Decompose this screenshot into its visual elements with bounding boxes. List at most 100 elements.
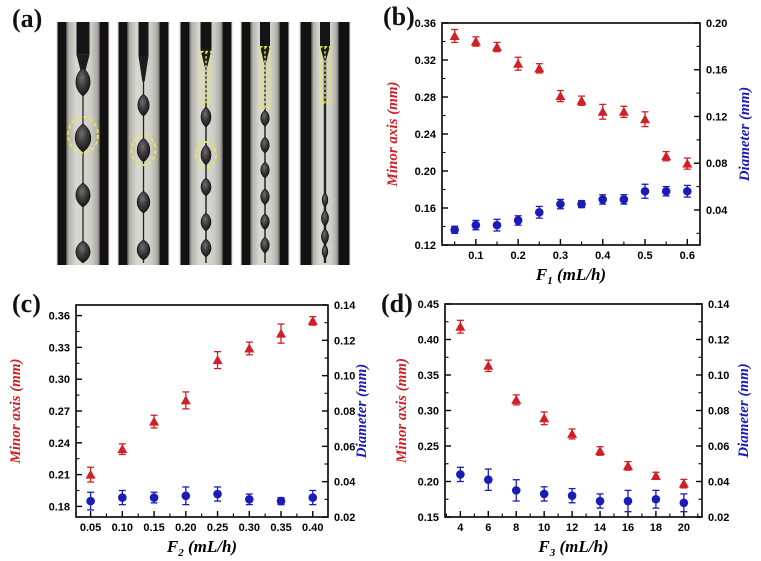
svg-text:0.12: 0.12 <box>706 111 727 123</box>
microscopy-strip-5 <box>299 22 351 265</box>
chart-b: 0.1 0.2 0.3 0.4 0.5 0.6 0.12 0.16 0.20 0.24 0.28 0.… <box>380 0 761 288</box>
chart-b-plot: 0.1 0.2 0.3 0.4 0.5 0.6 0.12 0.16 0.20 0.24 0.28 0.… <box>385 18 753 287</box>
series-diameter <box>450 183 692 235</box>
injection-nozzle <box>138 22 149 82</box>
svg-text:0.10: 0.10 <box>112 522 133 534</box>
svg-text:0.05: 0.05 <box>80 522 101 534</box>
svg-text:20: 20 <box>678 522 690 534</box>
chart-c-plot: 0.05 0.10 0.15 0.20 0.25 0.30 0.35 0.40 0.18 0.21… <box>8 300 370 559</box>
jet-measure-annotation <box>319 45 331 104</box>
x-axis-title: F3 (mL/h) <box>537 537 608 559</box>
svg-text:0.12: 0.12 <box>708 335 729 347</box>
microscopy-panel <box>0 0 380 288</box>
panel-c-label: (c) <box>12 289 41 318</box>
panel-b-label: (b) <box>383 2 415 31</box>
svg-text:18: 18 <box>650 522 662 534</box>
svg-text:0.20: 0.20 <box>418 477 439 489</box>
droplets <box>200 106 212 258</box>
svg-text:8: 8 <box>513 522 519 534</box>
series-minor-axis <box>455 319 689 489</box>
chart-c: 0.05 0.10 0.15 0.20 0.25 0.30 0.35 0.40 0.18 0.21… <box>0 288 380 561</box>
svg-text:0.14: 0.14 <box>708 299 730 311</box>
svg-text:0.45: 0.45 <box>418 299 439 311</box>
microscopy-strip-3 <box>179 22 233 265</box>
svg-text:0.4: 0.4 <box>595 250 611 262</box>
svg-text:0.36: 0.36 <box>415 18 436 30</box>
svg-text:4: 4 <box>457 522 464 534</box>
left-axis-title: Minor axis (mm) <box>394 358 410 464</box>
jet-measure-annotation <box>259 45 271 110</box>
svg-text:10: 10 <box>538 522 550 534</box>
droplets <box>136 93 151 261</box>
svg-text:0.24: 0.24 <box>415 129 437 141</box>
svg-text:0.25: 0.25 <box>207 522 228 534</box>
right-axis-title: Diameter (mm) <box>354 364 370 460</box>
left-axis-title: Minor axis (mm) <box>385 81 401 187</box>
series-diameter <box>86 486 318 511</box>
svg-text:0.15: 0.15 <box>418 512 439 524</box>
capillary-walls <box>180 22 232 265</box>
capillary-walls <box>241 22 289 265</box>
svg-text:0.40: 0.40 <box>418 335 439 347</box>
svg-text:0.32: 0.32 <box>415 55 436 67</box>
svg-text:0.20: 0.20 <box>415 166 436 178</box>
right-axis-title: Diameter (mm) <box>737 87 753 183</box>
microscopy-strip-4 <box>240 22 290 265</box>
svg-text:12: 12 <box>566 522 578 534</box>
svg-text:0.08: 0.08 <box>708 406 729 418</box>
svg-text:0.30: 0.30 <box>239 522 260 534</box>
svg-text:0.30: 0.30 <box>49 374 70 386</box>
injection-nozzle <box>76 22 90 76</box>
svg-text:0.36: 0.36 <box>49 311 70 323</box>
svg-text:0.16: 0.16 <box>415 203 436 215</box>
svg-text:0.16: 0.16 <box>706 65 727 77</box>
svg-text:0.08: 0.08 <box>706 158 727 170</box>
svg-text:0.04: 0.04 <box>706 205 728 217</box>
capillary-walls <box>300 22 350 265</box>
svg-text:0.30: 0.30 <box>418 406 439 418</box>
svg-text:0.02: 0.02 <box>708 512 729 524</box>
svg-text:6: 6 <box>485 522 491 534</box>
svg-text:0.5: 0.5 <box>637 250 652 262</box>
axes: 0.1 0.2 0.3 0.4 0.5 0.6 0.12 0.16 0.20 0.24 0.28 0.… <box>385 18 753 287</box>
svg-text:0.20: 0.20 <box>706 18 727 30</box>
capillary-walls <box>118 22 169 265</box>
capillary-walls <box>57 22 109 265</box>
left-axis-title: Minor axis (mm) <box>8 358 24 464</box>
svg-text:0.04: 0.04 <box>708 477 730 489</box>
svg-text:0.14: 0.14 <box>334 300 356 312</box>
svg-text:0.04: 0.04 <box>334 477 356 489</box>
svg-text:0.33: 0.33 <box>49 342 70 354</box>
axes: 4 6 8 10 12 14 16 18 20 0.15 0.20 0.25 0.30 0.35 0.40 0… <box>394 299 752 559</box>
svg-text:0.06: 0.06 <box>334 441 355 453</box>
svg-text:0.08: 0.08 <box>334 406 355 418</box>
x-axis-title: F2 (mL/h) <box>166 537 237 559</box>
axes: 0.05 0.10 0.15 0.20 0.25 0.30 0.35 0.40 0.18 0.21… <box>8 300 370 559</box>
svg-text:0.3: 0.3 <box>553 250 568 262</box>
svg-text:0.1: 0.1 <box>468 250 483 262</box>
svg-text:0.28: 0.28 <box>415 92 436 104</box>
series-minor-axis <box>85 315 318 483</box>
panel-d-label: (d) <box>381 289 413 318</box>
svg-text:0.12: 0.12 <box>415 240 436 252</box>
svg-text:0.2: 0.2 <box>510 250 525 262</box>
svg-text:0.6: 0.6 <box>680 250 695 262</box>
svg-text:0.35: 0.35 <box>270 522 291 534</box>
injection-nozzle <box>260 22 270 63</box>
panel-a-label: (a) <box>12 4 43 33</box>
svg-text:0.27: 0.27 <box>49 406 70 418</box>
microscopy-strip-1 <box>56 22 110 265</box>
x-axis-title: F1 (mL/h) <box>535 265 606 287</box>
chart-d-plot: 4 6 8 10 12 14 16 18 20 0.15 0.20 0.25 0.30 0.35 0.40 0… <box>394 299 752 559</box>
droplets <box>321 192 329 260</box>
svg-text:0.10: 0.10 <box>708 370 729 382</box>
svg-text:0.40: 0.40 <box>302 522 323 534</box>
svg-text:0.02: 0.02 <box>334 512 355 524</box>
right-axis-title: Diameter (mm) <box>736 363 752 459</box>
droplet-measure-annotation <box>67 116 99 154</box>
droplet-measure-annotation <box>130 134 157 166</box>
series-diameter <box>456 466 689 513</box>
jet-measure-annotation <box>200 50 212 104</box>
svg-text:0.24: 0.24 <box>49 438 71 450</box>
